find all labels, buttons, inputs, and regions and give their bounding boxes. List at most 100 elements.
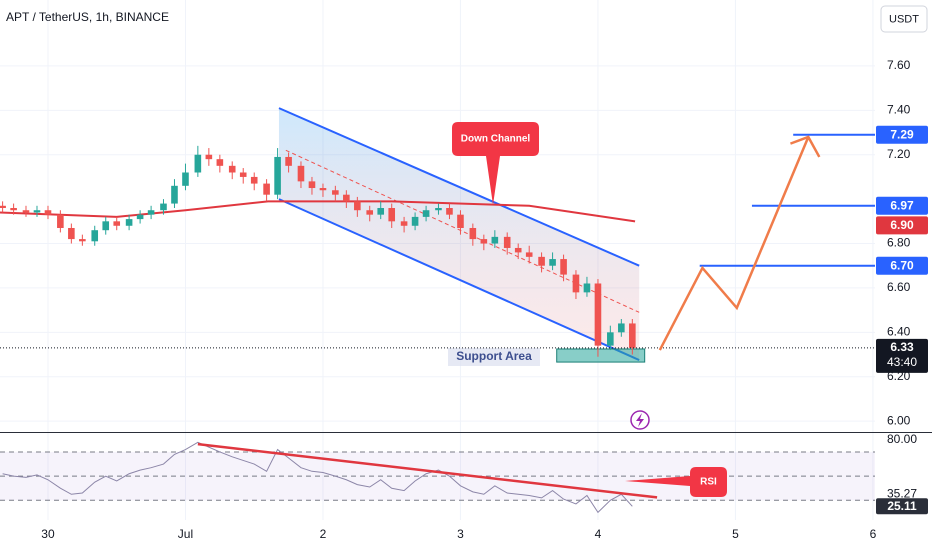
candle-body: [68, 227, 75, 240]
candle-body: [228, 165, 236, 173]
rsi-tick-label: 80.00: [887, 432, 917, 446]
candle-body: [366, 210, 374, 215]
candle-body: [319, 188, 327, 191]
support-area: [556, 348, 646, 363]
currency-label[interactable]: USDT: [889, 13, 919, 25]
candle-body: [205, 154, 213, 160]
candle-body: [457, 214, 464, 228]
candle-body: [618, 323, 625, 333]
candle-body: [113, 221, 121, 226]
x-tick-label: 6: [870, 527, 877, 541]
candle-body: [125, 219, 133, 226]
candle-body: [91, 230, 99, 242]
candle-body: [171, 185, 178, 204]
channel-line: [278, 107, 640, 267]
callout: [452, 122, 539, 205]
candle-body: [33, 210, 41, 213]
rsi-line: [2, 441, 633, 514]
candle-body: [250, 176, 258, 184]
y-tick-label: 7.20: [887, 147, 911, 161]
candle-body: [594, 283, 602, 346]
candle-body: [160, 203, 167, 211]
y-tick-label: 6.40: [887, 324, 911, 338]
level-badge-bg: [876, 196, 928, 215]
y-tick-label: 6.80: [887, 236, 911, 250]
x-tick-label: Jul: [178, 527, 193, 541]
rsi-badge-bg: [876, 485, 928, 502]
candle-body: [480, 239, 488, 244]
level-badge: 6.97: [890, 198, 914, 212]
candle-body: [525, 252, 533, 257]
x-tick-label: 30: [41, 527, 55, 541]
level-badge-bg: [876, 256, 928, 275]
channel-line: [278, 198, 640, 361]
currency-button[interactable]: [880, 5, 928, 33]
rsi-badge-bg: [876, 498, 928, 515]
candle-body: [354, 201, 361, 211]
x-tick-label: 2: [320, 527, 327, 541]
candle-body: [0, 205, 6, 209]
last-price: 6.33: [890, 340, 914, 354]
rsi-trendline: [197, 442, 658, 499]
rsi-pane: RSI: [0, 441, 875, 514]
candle-body: [377, 208, 385, 215]
candle-body: [182, 172, 189, 186]
candle-body: [514, 247, 522, 253]
candle-body: [332, 190, 339, 195]
x-tick-label: 5: [732, 527, 739, 541]
candle-body: [583, 283, 591, 293]
candle-body: [297, 165, 305, 182]
y-tick-label: 7.40: [887, 103, 911, 117]
level-badge: 6.70: [890, 258, 914, 272]
y-tick-label: 6.00: [887, 413, 911, 427]
last-badge-bg: [876, 338, 928, 373]
candle-body: [44, 210, 52, 215]
projection-arrowhead: [790, 135, 821, 158]
candle-body: [435, 208, 442, 211]
candle-body: [343, 194, 350, 202]
alert-icon[interactable]: [630, 410, 650, 430]
candle-body: [549, 259, 556, 266]
level-badge: 7.29: [890, 127, 914, 141]
candle-body: [308, 181, 316, 189]
candle-body: [491, 236, 499, 244]
countdown: 43:40: [887, 355, 917, 369]
candle-body: [411, 216, 419, 226]
candle-body: [572, 274, 580, 293]
candle-body: [422, 210, 430, 217]
candle-body: [469, 227, 477, 240]
rsi-badge: 25.11: [887, 499, 917, 513]
price-pane: Support Area Down Channel: [0, 107, 875, 366]
candle-body: [79, 239, 86, 242]
x-tick-label: 3: [457, 527, 464, 541]
ma-badge-bg: [876, 216, 928, 235]
candle-body: [194, 154, 202, 173]
support-label-bg: [448, 348, 540, 366]
candle-body: [136, 214, 144, 220]
candle-body: [538, 256, 545, 266]
y-tick-label: 6.60: [887, 280, 911, 294]
candle-body: [239, 172, 247, 177]
candle-body: [216, 159, 224, 166]
candle-body: [446, 208, 453, 215]
rsi-callout: [625, 467, 727, 497]
candle-body: [263, 183, 270, 195]
callout-label: Down Channel: [461, 134, 531, 145]
candle-body: [607, 332, 614, 346]
chart-title: APT / TetherUS, 1h, BINANCE: [6, 10, 169, 24]
candle-body: [102, 221, 110, 231]
candle-body: [560, 259, 567, 275]
x-tick-label: 4: [595, 527, 602, 541]
channel-fill: [278, 108, 640, 361]
y-tick-label: 7.60: [887, 58, 911, 72]
candle-body: [57, 214, 64, 228]
candle-body: [503, 236, 511, 248]
rsi-callout-label: RSI: [700, 477, 717, 488]
candle-body: [629, 323, 636, 348]
candle-body: [388, 208, 396, 222]
channel-midline: [285, 149, 640, 313]
rsi-badge: 35.27: [887, 487, 917, 501]
candle-body: [400, 221, 408, 226]
ma-badge: 6.90: [890, 218, 914, 232]
